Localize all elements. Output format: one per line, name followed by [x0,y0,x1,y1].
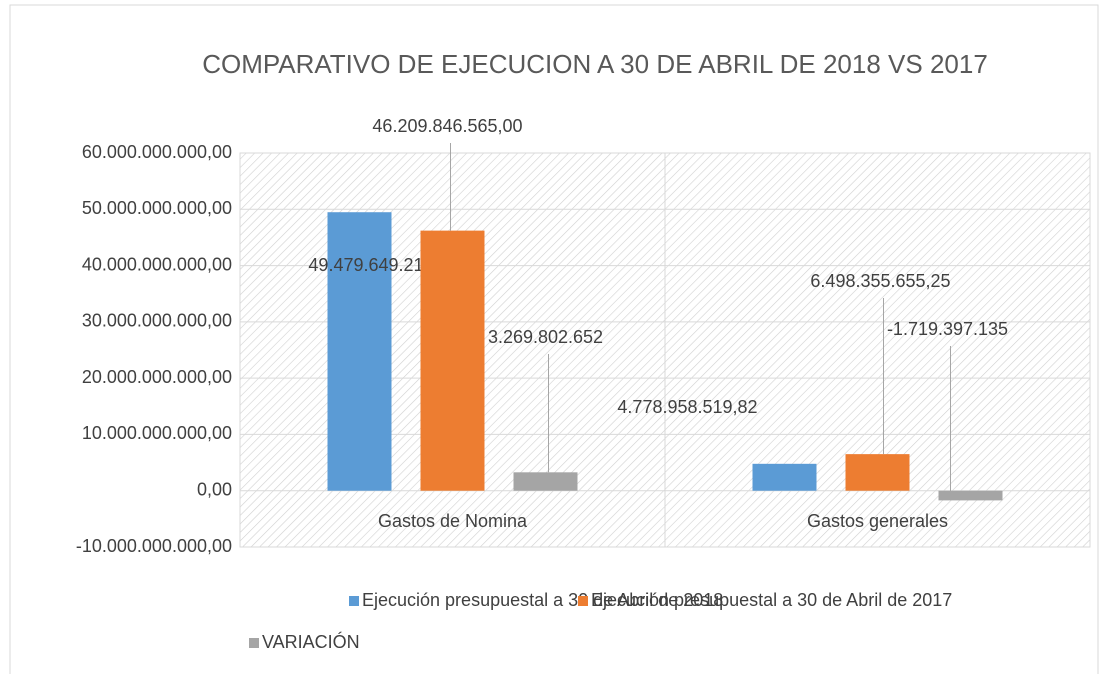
bar [513,472,578,491]
chart-title: COMPARATIVO DE EJECUCION A 30 DE ABRIL D… [202,49,988,79]
data-label: -1.719.397.135 [887,319,1008,339]
x-tick-label: Gastos de Nomina [378,511,528,531]
legend-label: Ejecución presupuestal a 30 de Abril de … [591,590,952,610]
data-label: 3.269.802.652 [488,327,603,347]
data-label: 6.498.355.655,25 [810,271,950,291]
y-tick-label: 50.000.000.000,00 [82,198,232,218]
legend-swatch [578,596,588,606]
legend-label: Ejecución presupuestal a 30 de Abril de … [362,590,723,610]
y-tick-label: 60.000.000.000,00 [82,142,232,162]
legend-swatch [349,596,359,606]
bar [327,212,392,491]
legend-label: VARIACIÓN [262,631,360,652]
y-tick-label: 0,00 [197,479,232,499]
y-tick-label: -10.000.000.000,00 [76,536,232,556]
y-tick-label: 10.000.000.000,00 [82,423,232,443]
data-label: 4.778.958.519,82 [617,397,757,417]
legend-swatch [249,638,259,648]
x-tick-label: Gastos generales [807,511,948,531]
bar [752,463,817,491]
bar [845,454,910,491]
data-label: 46.209.846.565,00 [372,116,522,136]
y-tick-label: 30.000.000.000,00 [82,311,232,331]
y-tick-label: 40.000.000.000,00 [82,254,232,274]
y-tick-label: 20.000.000.000,00 [82,367,232,387]
bar [938,490,1003,501]
bar [420,230,485,491]
